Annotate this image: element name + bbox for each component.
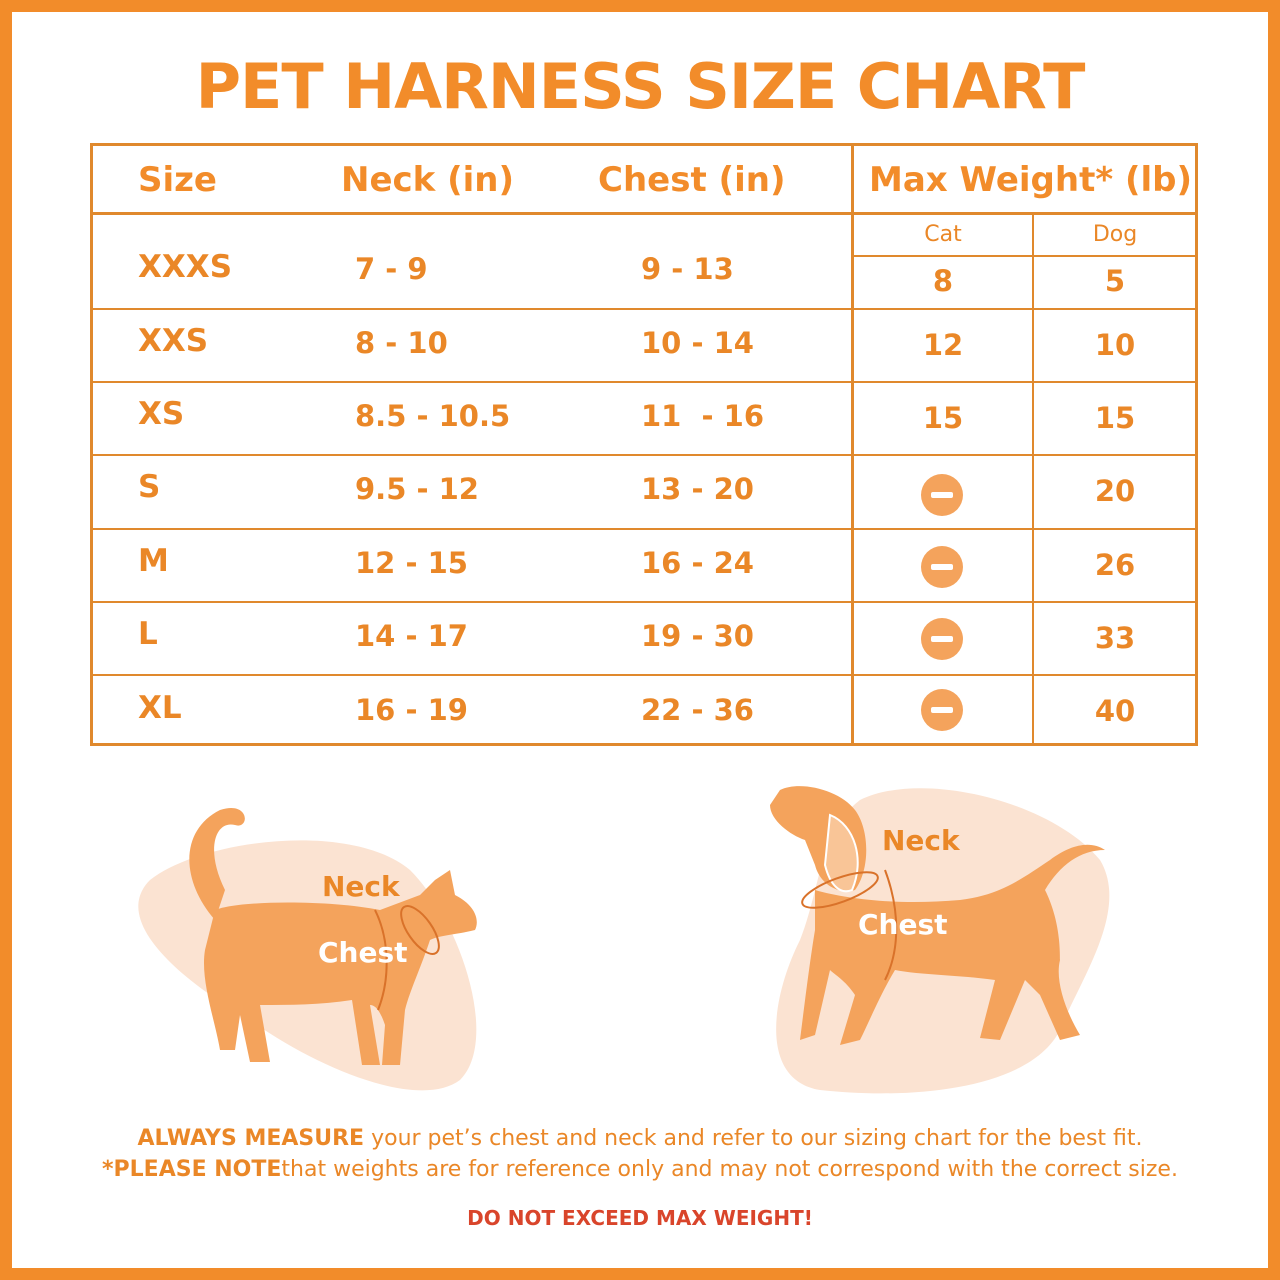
cell-chest: 19 - 30	[641, 619, 754, 653]
cell-neck: 7 - 9	[355, 252, 428, 286]
cell-chest: 10 - 14	[641, 326, 754, 360]
cat-neck-label: Neck	[322, 870, 400, 903]
cat-illustration: Neck Chest	[120, 800, 500, 1100]
cell-neck: 8.5 - 10.5	[355, 399, 511, 433]
cell-neck: 14 - 17	[355, 619, 468, 653]
size-table: Size Neck (in) Chest (in) Max Weight* (l…	[90, 143, 1198, 746]
cell-size: XXXS	[138, 249, 233, 285]
row-divider	[93, 454, 1195, 456]
footer-note-text: that weights are for reference only and …	[281, 1157, 1178, 1182]
cell-neck: 12 - 15	[355, 546, 468, 580]
header-cat: Cat	[924, 222, 962, 247]
page-title: PET HARNESS SIZE CHART	[195, 50, 1086, 123]
cell-size: XXS	[138, 323, 209, 359]
footer-measure-emphasis: ALWAYS MEASURE	[137, 1126, 365, 1151]
cat-silhouette-icon	[138, 807, 477, 1091]
header-max-weight: Max Weight* (lb)	[869, 160, 1193, 200]
not-applicable-icon	[921, 546, 963, 588]
cell-cat-weight: 8	[932, 264, 954, 298]
row-divider	[93, 381, 1195, 383]
footer-note-emphasis: *PLEASE NOTE	[102, 1157, 282, 1182]
cell-dog-weight: 26	[1094, 548, 1136, 582]
header-divider	[93, 212, 1195, 215]
footer-weight-note: *PLEASE NOTEthat weights are for referen…	[0, 1157, 1280, 1182]
footer-measure-text: your pet’s chest and neck and refer to o…	[364, 1126, 1143, 1151]
cell-chest: 16 - 24	[641, 546, 754, 580]
cell-size: M	[138, 543, 169, 579]
cell-size: XL	[138, 690, 182, 726]
cell-dog-weight: 15	[1094, 401, 1136, 435]
cat-dog-divider	[1032, 215, 1034, 743]
cell-dog-weight: 5	[1104, 264, 1126, 298]
cell-neck: 8 - 10	[355, 326, 448, 360]
cell-chest: 22 - 36	[641, 693, 754, 727]
not-applicable-icon	[921, 689, 963, 731]
cell-dog-weight: 40	[1094, 694, 1136, 728]
dog-neck-label: Neck	[882, 824, 960, 857]
cell-cat-weight: 12	[922, 328, 964, 362]
cell-cat-weight: 15	[922, 401, 964, 435]
subheader-divider	[854, 255, 1195, 257]
dog-silhouette-icon	[770, 786, 1110, 1094]
row-divider	[93, 528, 1195, 530]
row-divider	[93, 308, 1195, 310]
footer-measure-note: ALWAYS MEASURE your pet’s chest and neck…	[0, 1126, 1280, 1151]
row-divider	[93, 601, 1195, 603]
cell-size: L	[138, 616, 158, 652]
weight-column-divider	[851, 146, 854, 743]
dog-chest-label: Chest	[858, 908, 948, 941]
max-weight-warning: DO NOT EXCEED MAX WEIGHT!	[467, 1206, 813, 1230]
cell-chest: 9 - 13	[641, 252, 734, 286]
header-dog: Dog	[1092, 222, 1138, 247]
not-applicable-icon	[921, 618, 963, 660]
cell-neck: 9.5 - 12	[355, 472, 479, 506]
cell-dog-weight: 20	[1094, 474, 1136, 508]
cell-dog-weight: 10	[1094, 328, 1136, 362]
header-chest: Chest (in)	[598, 160, 786, 200]
not-applicable-icon	[921, 474, 963, 516]
header-size: Size	[138, 160, 217, 200]
cell-neck: 16 - 19	[355, 693, 468, 727]
cell-dog-weight: 33	[1094, 621, 1136, 655]
cat-chest-label: Chest	[318, 936, 408, 969]
cell-chest: 11 - 16	[641, 399, 765, 433]
dog-illustration: Neck Chest	[760, 780, 1120, 1100]
cell-chest: 13 - 20	[641, 472, 754, 506]
row-divider	[93, 674, 1195, 676]
cell-size: XS	[138, 396, 185, 432]
cell-size: S	[138, 469, 161, 505]
header-neck: Neck (in)	[341, 160, 515, 200]
